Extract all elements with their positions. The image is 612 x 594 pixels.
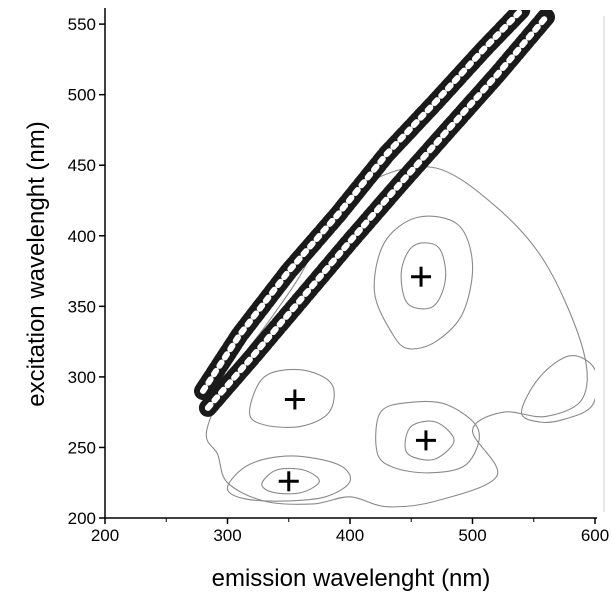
y-tick-label: 400	[68, 227, 96, 246]
scatter-band-texture	[200, 10, 525, 394]
scatter-band-texture	[204, 14, 549, 411]
scatter-bands	[194, 10, 555, 417]
x-axis-title: emission wavelenght (nm)	[212, 565, 491, 592]
peak-marker	[284, 389, 305, 410]
contour-line	[226, 455, 352, 502]
contour-line	[400, 242, 447, 310]
x-tick-label: 300	[213, 526, 241, 545]
x-tick-label: 500	[458, 526, 486, 545]
peak-marker	[278, 471, 299, 492]
plot-area	[194, 10, 595, 508]
x-tick-label: 600	[581, 526, 609, 545]
contour-line	[520, 355, 595, 424]
peak-markers	[278, 266, 436, 492]
axes	[104, 8, 605, 519]
x-tick-label: 200	[91, 526, 119, 545]
contour-line	[375, 400, 480, 474]
y-tick-label: 450	[68, 156, 96, 175]
y-tick-label: 200	[68, 509, 96, 528]
scatter-band	[194, 10, 531, 400]
y-tick-label: 500	[68, 86, 96, 105]
y-tick-label: 350	[68, 297, 96, 316]
y-tick-label: 550	[68, 15, 96, 34]
peak-marker	[415, 430, 436, 451]
contour-line	[404, 420, 455, 461]
x-tick-label: 400	[336, 526, 364, 545]
peak-marker	[411, 266, 432, 287]
y-tick-label: 250	[68, 438, 96, 457]
tick-group: 200 300 400 500 600 200 250 300 350 400 450 500 550	[68, 15, 610, 545]
contour-line	[248, 368, 335, 428]
y-tick-label: 300	[68, 368, 96, 387]
y-axis-title: excitation wavelenght (nm)	[23, 121, 50, 406]
contour-line	[261, 467, 320, 495]
contour-line	[373, 215, 474, 350]
